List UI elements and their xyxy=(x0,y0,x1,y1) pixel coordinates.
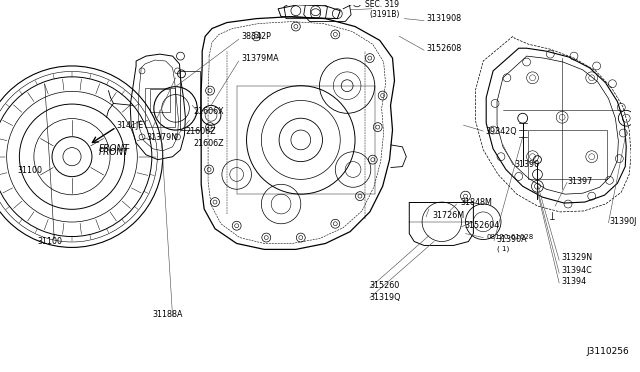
Text: 39342Q: 39342Q xyxy=(485,126,517,135)
Text: 08120-61628: 08120-61628 xyxy=(486,234,534,240)
Text: 31379N: 31379N xyxy=(146,134,177,142)
Text: 21606Z: 21606Z xyxy=(186,126,216,135)
Text: 31329N: 31329N xyxy=(561,253,592,262)
Bar xyxy=(145,88,175,127)
Text: 31100: 31100 xyxy=(38,237,63,246)
Text: ( 1): ( 1) xyxy=(497,245,509,251)
Text: 31379MA: 31379MA xyxy=(242,54,279,62)
Text: 31319Q: 31319Q xyxy=(370,293,401,302)
Text: 31390: 31390 xyxy=(515,160,540,169)
Text: 38342P: 38342P xyxy=(242,32,271,41)
Bar xyxy=(180,71,200,130)
Text: FRONT: FRONT xyxy=(99,144,129,153)
Text: 3152604: 3152604 xyxy=(465,221,500,230)
Text: J3110256: J3110256 xyxy=(587,347,630,356)
Text: 31394: 31394 xyxy=(561,278,586,286)
Text: 3141JE: 3141JE xyxy=(116,121,143,129)
Text: FRONT: FRONT xyxy=(99,148,129,157)
Text: 3131908: 3131908 xyxy=(426,14,461,23)
Text: 31848M: 31848M xyxy=(461,198,492,206)
Text: 21606Z: 21606Z xyxy=(193,140,224,148)
Bar xyxy=(527,130,607,179)
Text: 31397: 31397 xyxy=(567,177,592,186)
Text: 31394C: 31394C xyxy=(561,266,592,275)
Bar xyxy=(150,89,170,112)
Text: 3152608: 3152608 xyxy=(426,44,461,53)
Text: SEC. 319: SEC. 319 xyxy=(365,0,399,9)
Text: 31390A: 31390A xyxy=(496,235,527,244)
Text: 31100: 31100 xyxy=(18,166,43,175)
Text: 31390J: 31390J xyxy=(609,217,637,226)
Text: 31726M: 31726M xyxy=(432,211,464,220)
Text: 21606X: 21606X xyxy=(193,107,224,116)
Text: 315260: 315260 xyxy=(370,281,400,291)
Text: 31188A: 31188A xyxy=(153,310,184,319)
Text: (3191B): (3191B) xyxy=(370,10,400,19)
